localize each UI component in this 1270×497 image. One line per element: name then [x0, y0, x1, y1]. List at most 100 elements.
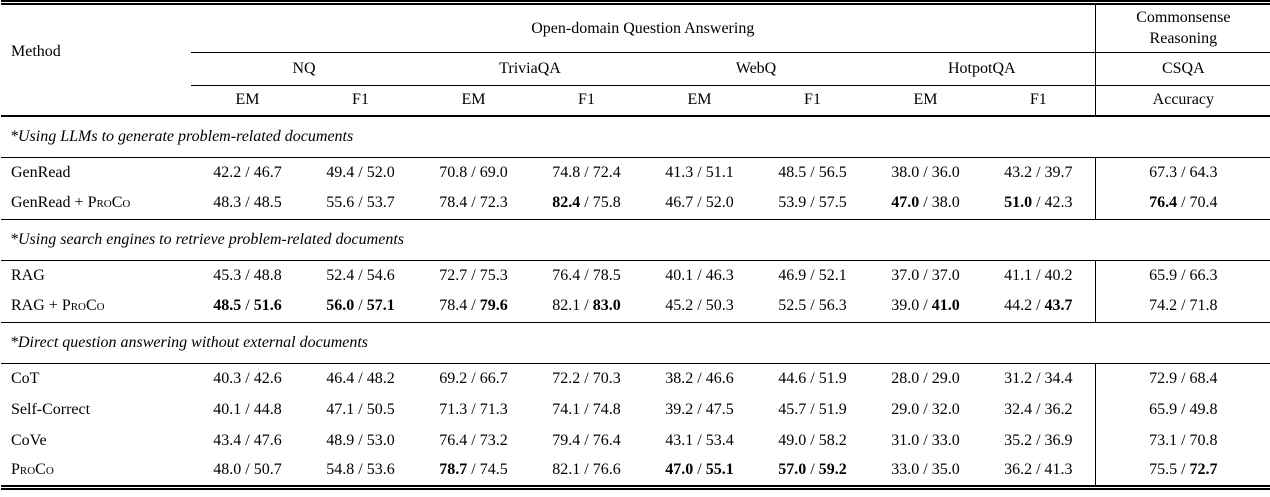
score-cell: 31.2 / 34.4 — [1004, 369, 1073, 387]
table-body: *Using LLMs to generate problem-related … — [1, 115, 1270, 488]
score-value: 72.3 — [479, 194, 508, 212]
score-cell: 53.9 / 57.5 — [756, 188, 869, 220]
score-value: 71.3 — [479, 400, 508, 418]
metric-header-em: EM — [191, 85, 304, 117]
score-cell: 54.8 / 53.6 — [304, 456, 417, 488]
metric-header-f1: F1 — [756, 85, 869, 117]
score-value-best: 55.1 — [705, 461, 734, 479]
score-cell: 46.7 / 52.0 — [643, 188, 756, 220]
score-value: 47.6 — [253, 431, 282, 449]
score-value: 57.5 — [818, 194, 847, 212]
table-row: GenRead 42.2 / 46.7 49.4 / 52.0 70.8 / 69.0… — [1, 157, 1270, 188]
score-cell: 78.4 / 72.3 — [417, 188, 530, 220]
score-value: 41.1 — [1004, 266, 1033, 284]
method-cell: RAG — [1, 260, 191, 291]
score-value: 36.9 — [1044, 431, 1073, 449]
score-value: 48.5 — [778, 163, 807, 181]
score-value: 52.0 — [366, 163, 395, 181]
metric-header-f1: F1 — [304, 85, 417, 117]
score-cell: 76.4 / 73.2 — [439, 431, 508, 449]
qa-group-header: Open-domain Question Answering — [191, 2, 1096, 53]
score-value: 47.5 — [705, 400, 734, 418]
section-band-row: *Direct question answering without exter… — [1, 322, 1270, 364]
score-value-best: 51.6 — [253, 297, 282, 315]
score-value: 33.0 — [931, 431, 960, 449]
score-value: 56.5 — [818, 163, 847, 181]
score-value: 39.2 — [665, 400, 694, 418]
score-value: 34.4 — [1044, 369, 1073, 387]
table-row: CoT 40.3 / 42.6 46.4 / 48.2 69.2 / 66.7 72.2… — [1, 363, 1270, 394]
score-cell: 73.1 / 70.8 — [1094, 425, 1270, 456]
section-title: *Using LLMs to generate problem-related … — [1, 115, 1270, 158]
score-value: 52.4 — [326, 266, 355, 284]
score-cell: 45.2 / 50.3 — [643, 291, 756, 323]
score-cell: 67.3 / 64.3 — [1094, 157, 1270, 188]
dataset-header-hotpotqa: HotpotQA — [869, 52, 1096, 86]
score-cell: 74.8 / 72.4 — [552, 163, 621, 181]
score-value-best: 51.0 — [1004, 194, 1033, 212]
score-cell: 43.1 / 53.4 — [665, 431, 734, 449]
score-value: 79.4 — [552, 431, 581, 449]
score-cell: 44.6 / 51.9 — [778, 369, 847, 387]
score-cell: 32.4 / 36.2 — [1004, 400, 1073, 418]
score-value: 29.0 — [931, 369, 960, 387]
score-value: 40.3 — [213, 369, 242, 387]
score-value: 43.1 — [665, 431, 694, 449]
score-value: 49.0 — [778, 431, 807, 449]
score-cell: 48.9 / 53.0 — [326, 431, 395, 449]
score-value: 74.8 — [592, 400, 621, 418]
score-value-best: 79.6 — [479, 297, 508, 315]
score-value: 75.8 — [592, 194, 621, 212]
score-value: 44.2 — [1004, 297, 1033, 315]
score-value: 46.9 — [778, 266, 807, 284]
score-value: 32.4 — [1004, 400, 1033, 418]
score-cell: 47.0 / 38.0 — [869, 188, 982, 220]
score-cell: 46.4 / 48.2 — [326, 369, 395, 387]
score-cell: 44.2 / 43.7 — [982, 291, 1096, 323]
score-value: 48.3 — [213, 194, 242, 212]
method-column-header: Method — [1, 2, 191, 117]
score-cell: 40.1 / 46.3 — [665, 266, 734, 284]
score-value: 76.6 — [592, 461, 621, 479]
score-cell: 45.7 / 51.9 — [778, 400, 847, 418]
score-cell: 48.5 / 56.5 — [778, 163, 847, 181]
score-value: 48.0 — [213, 461, 242, 479]
metric-header-row: EM F1 EM F1 EM F1 EM F1 Accuracy — [1, 85, 1270, 117]
score-cell: 76.4 / 78.5 — [552, 266, 621, 284]
dataset-header-csqa: CSQA — [1094, 52, 1270, 86]
score-cell: 35.2 / 36.9 — [1004, 431, 1073, 449]
score-value: 53.9 — [778, 194, 807, 212]
table-row: RAG 45.3 / 48.8 52.4 / 54.6 72.7 / 75.3 76.4… — [1, 260, 1270, 291]
score-value: 31.0 — [891, 431, 920, 449]
dataset-header-triviaqa: TriviaQA — [417, 52, 643, 86]
table-row: RAG + ProCo 48.5 / 51.6 56.0 / 57.1 78.4 / … — [1, 291, 1270, 323]
score-value: 54.6 — [366, 266, 395, 284]
score-cell: 39.2 / 47.5 — [665, 400, 734, 418]
dataset-header-webq: WebQ — [643, 52, 869, 86]
score-value: 29.0 — [891, 400, 920, 418]
method-name: GenRead — [11, 163, 71, 181]
score-value: 44.8 — [253, 400, 282, 418]
score-cell: 43.2 / 39.7 — [1004, 163, 1073, 181]
score-value: 46.7 — [665, 194, 694, 212]
method-name-smallcaps: ProCo — [61, 297, 105, 315]
score-value: 70.8 — [439, 163, 468, 181]
score-cell: 82.4 / 75.8 — [530, 188, 643, 220]
method-cell: GenRead + ProCo — [1, 188, 191, 220]
score-value: 70.8 — [1189, 431, 1218, 449]
score-value: 45.3 — [213, 266, 242, 284]
score-cell: 72.7 / 75.3 — [439, 266, 508, 284]
score-cell: 75.5 / 72.7 — [1094, 456, 1270, 488]
cr-group-header: Commonsense Reasoning — [1094, 2, 1270, 53]
score-value: 52.5 — [778, 297, 807, 315]
score-cell: 76.4 / 70.4 — [1094, 188, 1270, 220]
table-row: CoVe 43.4 / 47.6 48.9 / 53.0 76.4 / 73.2 79.… — [1, 425, 1270, 456]
score-cell: 72.2 / 70.3 — [552, 369, 621, 387]
score-cell: 39.0 / 41.0 — [869, 291, 982, 323]
section-title: *Using search engines to retrieve proble… — [1, 219, 1270, 261]
score-value: 40.1 — [665, 266, 694, 284]
score-cell: 40.3 / 42.6 — [213, 369, 282, 387]
score-value: 68.4 — [1189, 369, 1218, 387]
score-value: 67.3 — [1149, 163, 1178, 181]
